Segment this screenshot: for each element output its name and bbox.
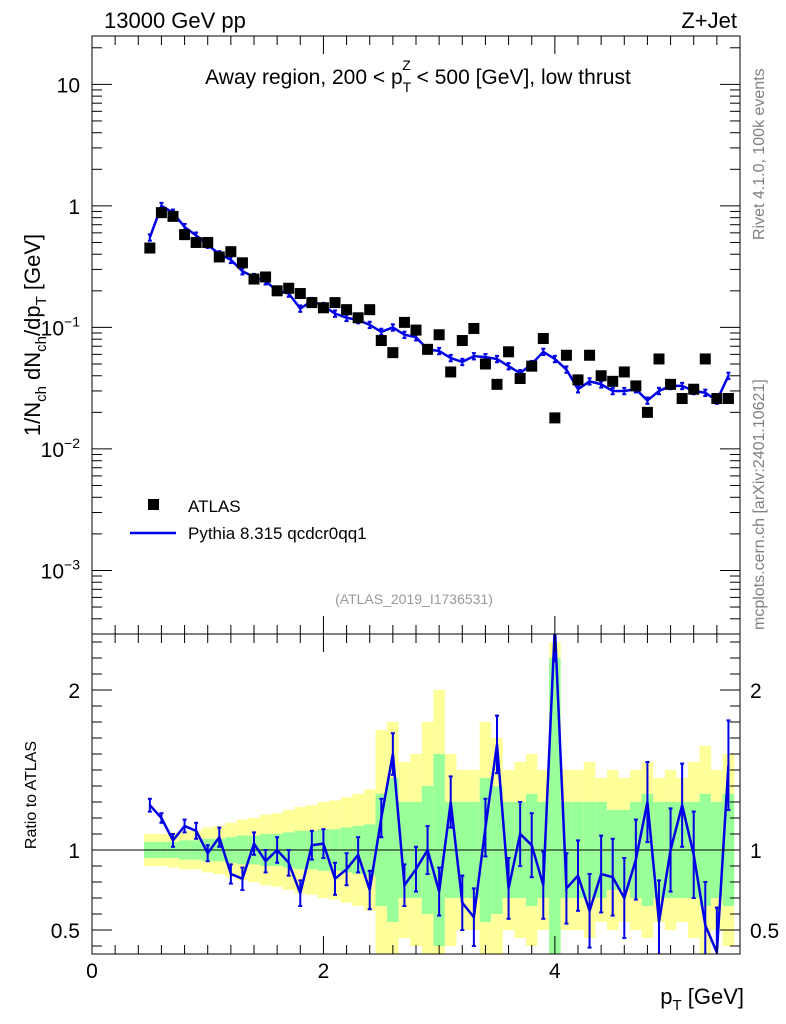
data-point — [352, 312, 364, 324]
data-point — [665, 378, 677, 390]
data-point — [699, 353, 711, 365]
legend: ATLAS Pythia 8.315 qcdcr0qq1 — [130, 497, 367, 543]
main-y-tick-labels: 10−3 10−2 10−1 1 10 — [41, 74, 81, 583]
data-point — [711, 393, 723, 405]
data-point — [144, 242, 156, 254]
data-point — [572, 374, 584, 386]
data-point — [433, 329, 445, 341]
legend-data-label: ATLAS — [188, 497, 241, 516]
data-point — [155, 207, 167, 219]
data-point — [468, 322, 480, 334]
data-point — [260, 271, 272, 283]
ratio-y-tick-label: 0.5 — [51, 920, 80, 943]
data-point — [202, 236, 214, 248]
data-point — [479, 358, 491, 370]
data-point — [167, 210, 179, 222]
data-point — [329, 297, 341, 309]
ratio-y-tick-label-right: 0.5 — [750, 920, 779, 943]
data-point — [514, 372, 526, 384]
ratio-y-tick-label-right: 1 — [750, 840, 762, 863]
process-label: Z+Jet — [681, 8, 737, 33]
data-point — [595, 370, 607, 382]
x-axis-label: pT [GeV] — [660, 984, 744, 1014]
data-point — [503, 346, 515, 358]
rivet-label: Rivet 4.1.0, 100k events — [751, 68, 768, 240]
data-point — [306, 297, 318, 309]
ratio-axis-ticks — [91, 634, 741, 954]
data-point — [549, 412, 561, 424]
energy-label: 13000 GeV pp — [104, 8, 246, 33]
mc-series — [147, 201, 731, 405]
ratio-y-axis-label: Ratio to ATLAS — [23, 741, 40, 849]
ratio-series — [147, 634, 731, 954]
data-point — [271, 285, 283, 297]
analysis-label: (ATLAS_2019_I1736531) — [335, 591, 493, 607]
x-tick-label: 4 — [549, 960, 561, 983]
data-point — [398, 316, 410, 328]
ratio-y-tick-label: 1 — [68, 840, 80, 863]
data-point — [560, 349, 572, 361]
y-tick-label: 1 — [68, 196, 80, 219]
data-point — [722, 393, 734, 405]
data-point — [422, 343, 434, 355]
data-point — [491, 378, 503, 390]
y-tick-label: 10 — [57, 74, 80, 97]
x-tick-label: 2 — [318, 960, 330, 983]
data-point — [526, 360, 538, 372]
data-point — [179, 229, 191, 241]
green-band — [549, 658, 561, 954]
data-point — [537, 333, 549, 345]
data-point — [607, 375, 619, 387]
data-series — [144, 207, 734, 424]
data-point — [630, 380, 642, 392]
data-point — [618, 366, 630, 378]
data-point — [456, 335, 468, 347]
legend-data-marker — [148, 499, 159, 510]
legend-mc-label: Pythia 8.315 qcdcr0qq1 — [188, 524, 367, 543]
ratio-uncertainty-bands — [144, 642, 735, 954]
data-point — [190, 236, 202, 248]
main-y-axis-label: 1/Nch dNch/dpT [GeV] — [20, 234, 50, 436]
data-point — [364, 304, 376, 316]
data-point — [213, 251, 225, 263]
data-point — [294, 288, 306, 300]
data-point — [410, 324, 422, 336]
data-point — [248, 273, 260, 285]
data-point — [584, 349, 596, 361]
data-point — [341, 304, 353, 316]
data-point — [641, 406, 653, 418]
data-point — [225, 246, 237, 258]
main-axis-ticks — [91, 36, 741, 635]
ratio-y-tick-label: 2 — [68, 680, 80, 703]
x-tick-labels: 0 2 4 — [86, 960, 561, 983]
data-point — [387, 347, 399, 359]
data-point — [445, 366, 457, 378]
ratio-y-tick-label-right: 2 — [750, 680, 762, 703]
x-tick-label: 0 — [86, 960, 98, 983]
data-point — [676, 393, 688, 405]
ratio-y-tick-labels: 0.5 0.5 1 1 2 2 — [51, 680, 779, 943]
data-point — [317, 302, 329, 314]
data-point — [375, 335, 387, 347]
data-point — [653, 353, 665, 365]
data-point — [283, 282, 295, 294]
data-point — [236, 257, 248, 269]
mc-line — [148, 204, 730, 403]
y-tick-label: 10−3 — [41, 556, 81, 583]
data-point — [688, 383, 700, 395]
y-tick-label: 10−1 — [41, 313, 81, 340]
mcplots-label: mcplots.cern.ch [arXiv:2401.10621] — [751, 379, 768, 630]
y-tick-label: 10−2 — [41, 435, 81, 462]
plot-title: Away region, 200 < pTZ < 500 [GeV], low … — [205, 57, 631, 95]
